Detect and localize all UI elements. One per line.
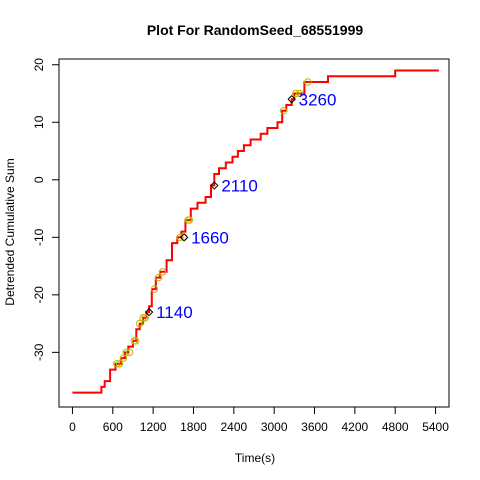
diamond-marker [287, 95, 296, 104]
circle-marker [135, 319, 144, 328]
y-tick-label: 0 [32, 176, 46, 183]
circle-marker [185, 216, 194, 224]
x-tick-label: 0 [69, 420, 76, 434]
circle-marker [139, 314, 147, 322]
circle-marker [176, 233, 184, 242]
x-tick-label: 600 [103, 420, 123, 434]
x-tick-label: 4800 [382, 420, 409, 434]
circle-marker [296, 89, 304, 98]
y-axis: -30 -20 -10 0 10 20 [32, 58, 60, 361]
x-tick-label: 5400 [422, 420, 449, 434]
annotation-label: 2110 [221, 177, 258, 196]
y-tick-label: -30 [32, 343, 46, 361]
x-tick-label: 1200 [140, 420, 167, 434]
x-tick-label: 2400 [220, 420, 247, 434]
annotation-label: 3260 [299, 90, 337, 109]
annotation-label: 1140 [156, 303, 193, 322]
x-axis: 0 600 1200 1800 2400 3000 3600 4200 4800 5400 [69, 406, 449, 434]
y-tick-label: -10 [32, 228, 46, 246]
circle-marker [115, 360, 124, 368]
circle-marker [291, 89, 300, 98]
diamond-marker [179, 233, 189, 242]
x-tick-label: 4200 [342, 420, 369, 434]
y-tick-label: 10 [32, 115, 46, 129]
plot-frame [58, 58, 450, 408]
diamond-marker [210, 181, 219, 190]
x-tick-label: 3000 [261, 420, 288, 434]
circle-marker [119, 354, 128, 362]
x-tick-label: 1800 [180, 420, 207, 434]
y-tick-label: 20 [32, 58, 46, 72]
diamond-marker-layer [144, 95, 296, 317]
circle-marker [154, 273, 163, 282]
circle-marker [131, 337, 140, 345]
annotation-label: 1660 [191, 228, 229, 247]
circle-marker [304, 78, 312, 86]
circle-marker [125, 348, 134, 357]
y-axis-label: Detrended Cumulative Sum [3, 158, 17, 305]
circle-marker [150, 285, 159, 293]
y-tick-label: -20 [32, 286, 46, 304]
circle-marker [141, 314, 149, 322]
circle-marker [122, 348, 130, 357]
x-axis-label: Time(s) [235, 451, 275, 465]
x-tick-label: 3600 [301, 420, 328, 434]
series-layer [72, 69, 439, 394]
circle-marker [113, 360, 121, 368]
annotation-layer: 1140 1660 2110 3260 [156, 90, 336, 322]
chart-title: Plot For RandomSeed_68551999 [147, 22, 364, 38]
circle-marker [158, 268, 167, 276]
series-line [72, 69, 439, 394]
circle-marker [279, 107, 288, 115]
diamond-marker [144, 307, 154, 317]
